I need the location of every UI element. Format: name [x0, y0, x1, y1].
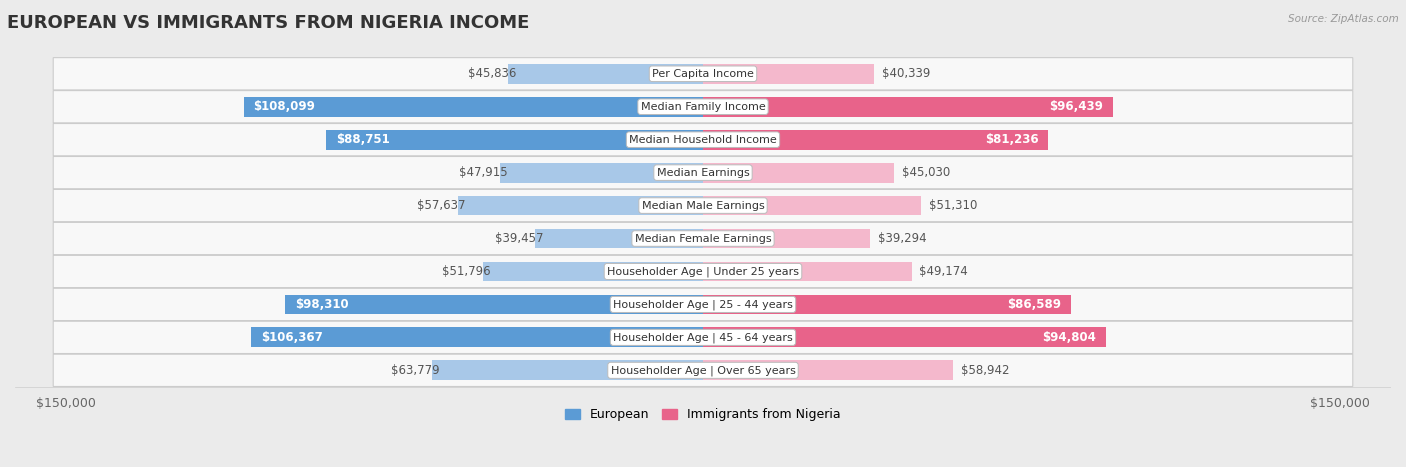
Bar: [703, 229, 870, 248]
Bar: [703, 64, 875, 84]
Text: Median Female Earnings: Median Female Earnings: [634, 234, 772, 243]
FancyBboxPatch shape: [53, 190, 1353, 222]
Text: $40,339: $40,339: [882, 67, 931, 80]
FancyBboxPatch shape: [53, 288, 1353, 320]
Bar: [703, 163, 894, 183]
Bar: [536, 229, 703, 248]
Text: Median Household Income: Median Household Income: [628, 134, 778, 145]
Text: $57,637: $57,637: [418, 199, 465, 212]
FancyBboxPatch shape: [53, 156, 1353, 189]
Bar: [432, 361, 703, 380]
Text: Median Male Earnings: Median Male Earnings: [641, 201, 765, 211]
Text: Householder Age | Under 25 years: Householder Age | Under 25 years: [607, 266, 799, 277]
Text: $39,457: $39,457: [495, 232, 543, 245]
Text: Source: ZipAtlas.com: Source: ZipAtlas.com: [1288, 14, 1399, 24]
Bar: [703, 327, 1105, 347]
FancyBboxPatch shape: [53, 354, 1353, 387]
Bar: [326, 130, 703, 149]
FancyBboxPatch shape: [53, 57, 1353, 90]
Bar: [243, 97, 703, 117]
Bar: [703, 130, 1047, 149]
Bar: [458, 196, 703, 215]
Text: $63,779: $63,779: [391, 364, 440, 377]
Text: $86,589: $86,589: [1007, 298, 1062, 311]
Text: $45,836: $45,836: [468, 67, 516, 80]
FancyBboxPatch shape: [53, 255, 1353, 288]
Text: Per Capita Income: Per Capita Income: [652, 69, 754, 79]
Bar: [703, 361, 953, 380]
Text: $51,310: $51,310: [928, 199, 977, 212]
Text: Householder Age | 25 - 44 years: Householder Age | 25 - 44 years: [613, 299, 793, 310]
FancyBboxPatch shape: [53, 222, 1353, 255]
Text: $96,439: $96,439: [1049, 100, 1104, 113]
Text: EUROPEAN VS IMMIGRANTS FROM NIGERIA INCOME: EUROPEAN VS IMMIGRANTS FROM NIGERIA INCO…: [7, 14, 530, 32]
Text: $47,915: $47,915: [458, 166, 508, 179]
Bar: [499, 163, 703, 183]
Text: $81,236: $81,236: [984, 133, 1039, 146]
FancyBboxPatch shape: [53, 124, 1353, 156]
Bar: [703, 97, 1112, 117]
Text: Median Family Income: Median Family Income: [641, 102, 765, 112]
Text: Median Earnings: Median Earnings: [657, 168, 749, 177]
Bar: [252, 327, 703, 347]
Bar: [703, 295, 1071, 314]
Bar: [285, 295, 703, 314]
Text: $108,099: $108,099: [253, 100, 315, 113]
Bar: [484, 262, 703, 281]
Text: $106,367: $106,367: [262, 331, 322, 344]
Bar: [703, 262, 912, 281]
Text: $94,804: $94,804: [1042, 331, 1097, 344]
Text: Householder Age | Over 65 years: Householder Age | Over 65 years: [610, 365, 796, 375]
Text: $51,796: $51,796: [441, 265, 491, 278]
FancyBboxPatch shape: [53, 91, 1353, 123]
Text: $88,751: $88,751: [336, 133, 389, 146]
Text: $39,294: $39,294: [877, 232, 927, 245]
Bar: [509, 64, 703, 84]
Text: $45,030: $45,030: [901, 166, 950, 179]
Legend: European, Immigrants from Nigeria: European, Immigrants from Nigeria: [560, 403, 846, 426]
Bar: [703, 196, 921, 215]
FancyBboxPatch shape: [53, 321, 1353, 354]
Text: $49,174: $49,174: [920, 265, 969, 278]
Text: $58,942: $58,942: [960, 364, 1010, 377]
Text: Householder Age | 45 - 64 years: Householder Age | 45 - 64 years: [613, 332, 793, 343]
Text: $98,310: $98,310: [295, 298, 349, 311]
